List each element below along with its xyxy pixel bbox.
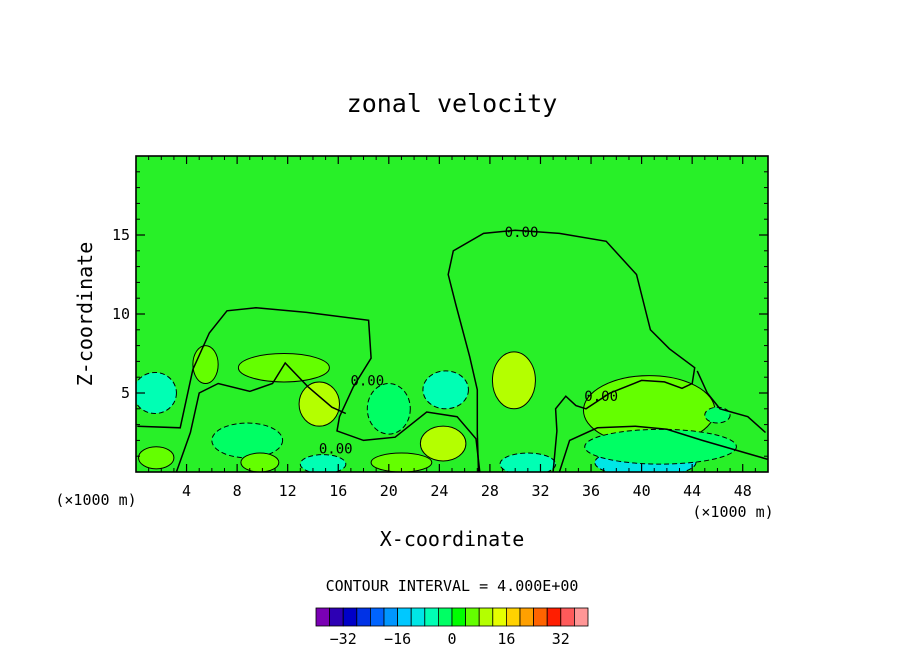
colorbar-tick-label-4: 16 <box>497 630 515 648</box>
colorbar-tick-label-1: −32 <box>330 630 357 648</box>
zero-contour-1 <box>137 306 481 472</box>
colorbar-tick-label-3: 0 <box>447 630 456 648</box>
colorbar-swatch-10 <box>437 607 453 627</box>
contour-fields <box>136 345 737 472</box>
x-tick-label-40: 40 <box>633 482 651 500</box>
colorbar-swatch-19 <box>560 607 575 627</box>
contour-region-18 <box>584 428 737 465</box>
contour-region-2 <box>138 446 175 470</box>
colorbar <box>315 607 589 627</box>
x-tick-label-8: 8 <box>233 482 242 500</box>
x-tick-label-4: 4 <box>182 482 191 500</box>
x-tick-label-32: 32 <box>531 482 549 500</box>
x-tick-label-24: 24 <box>430 482 448 500</box>
x-tick-label-12: 12 <box>279 482 297 500</box>
colorbar-tick-labels: −32 −16 0 16 32 <box>330 630 570 648</box>
colorbar-swatch-1 <box>315 607 331 627</box>
chart-title: zonal velocity <box>347 89 558 118</box>
contour-label-1: 0.00 <box>505 225 539 241</box>
x-tick-label-28: 28 <box>481 482 499 500</box>
contour-region-13 <box>299 454 347 472</box>
x-unit-right: (×1000 m) <box>692 503 773 521</box>
contour-region-6 <box>211 422 284 459</box>
zero-contour-4 <box>175 361 347 472</box>
contour-region-16 <box>499 452 557 472</box>
colorbar-swatch-18 <box>546 607 562 627</box>
contour-region-12 <box>240 452 280 472</box>
contour-region-3 <box>192 345 219 385</box>
colorbar-swatch-20 <box>574 607 589 627</box>
x-tick-label-20: 20 <box>380 482 398 500</box>
contour-labels: 0.00 0.00 0.00 0.00 <box>319 225 618 457</box>
contour-region-9 <box>491 351 536 410</box>
y-tick-label-10: 10 <box>112 305 130 323</box>
contour-lines <box>137 229 768 472</box>
contour-region-19 <box>704 406 731 424</box>
colorbar-tick-label-2: −16 <box>384 630 411 648</box>
x-tick-label-16: 16 <box>329 482 347 500</box>
colorbar-swatch-5 <box>369 607 385 627</box>
contour-interval-text: CONTOUR INTERVAL = 4.000E+00 <box>326 577 579 595</box>
colorbar-swatch-6 <box>383 607 399 627</box>
x-tick-label-36: 36 <box>582 482 600 500</box>
contour-region-7 <box>422 370 469 410</box>
colorbar-swatch-9 <box>424 607 439 627</box>
colorbar-swatch-7 <box>397 607 412 627</box>
colorbar-swatch-2 <box>329 607 344 627</box>
x-tick-label-48: 48 <box>734 482 752 500</box>
colorbar-swatch-13 <box>478 607 494 627</box>
colorbar-swatch-3 <box>342 607 358 627</box>
x-tick-label-44: 44 <box>683 482 701 500</box>
colorbar-tick-label-5: 32 <box>552 630 570 648</box>
y-axis: 5 10 15 <box>112 171 768 457</box>
contour-region-1 <box>136 371 177 415</box>
colorbar-swatch-15 <box>505 607 521 627</box>
colorbar-swatch-17 <box>533 607 548 627</box>
y-tick-label-5: 5 <box>121 384 130 402</box>
contour-region-8 <box>366 383 411 435</box>
contour-region-5 <box>298 381 341 427</box>
zero-contour-3 <box>696 370 766 434</box>
contour-label-4: 0.00 <box>319 441 353 457</box>
colorbar-swatch-11 <box>451 607 467 627</box>
colorbar-swatch-8 <box>410 607 426 627</box>
y-tick-label-15: 15 <box>112 226 130 244</box>
colorbar-swatch-12 <box>465 607 480 627</box>
plot-area: 0.00 0.00 0.00 0.00 <box>135 155 769 473</box>
contour-region-10 <box>419 425 467 462</box>
x-axis: 4 8 12 16 20 24 28 32 36 40 44 48 <box>148 156 756 500</box>
colorbar-swatch-4 <box>356 607 371 627</box>
colorbar-swatch-14 <box>492 607 507 627</box>
zero-contour-2 <box>447 229 696 472</box>
contour-label-3: 0.00 <box>584 389 618 405</box>
x-unit-left: (×1000 m) <box>55 491 136 509</box>
y-axis-label: Z-coordinate <box>73 242 97 387</box>
contour-label-2: 0.00 <box>350 373 384 389</box>
x-axis-label: X-coordinate <box>380 527 525 551</box>
colorbar-swatch-16 <box>519 607 535 627</box>
zero-contour-5 <box>558 425 768 472</box>
contour-region-4 <box>237 353 330 383</box>
